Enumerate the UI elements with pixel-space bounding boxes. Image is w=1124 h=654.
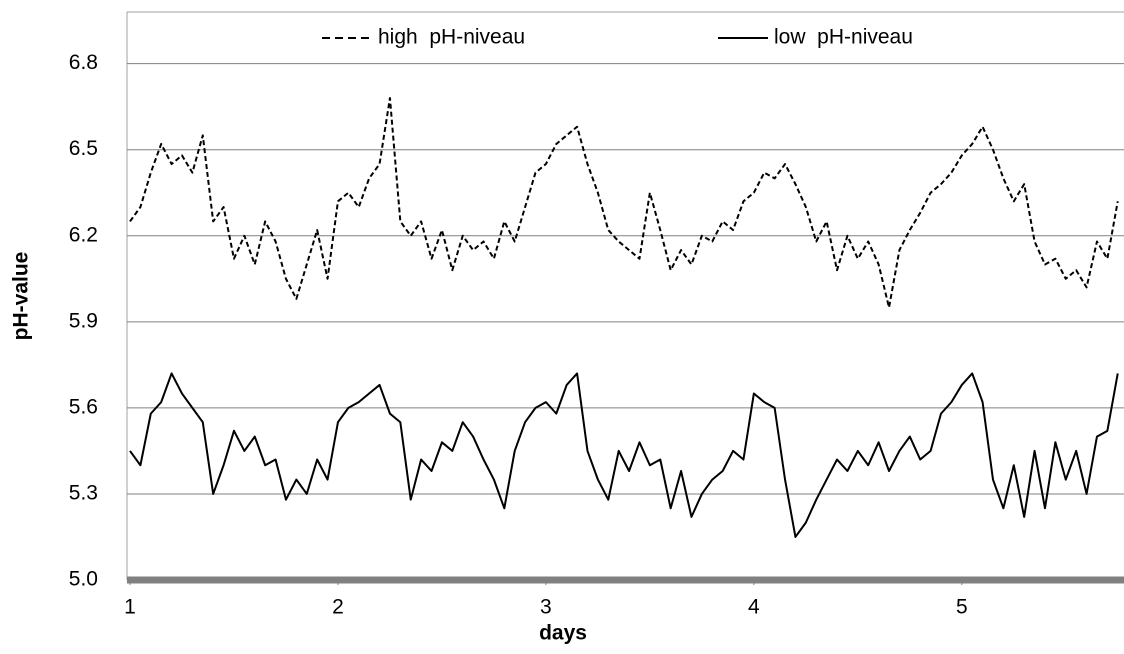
x-tick-label: 2 <box>332 596 344 619</box>
series-line <box>129 372 1119 538</box>
x-tick-label: 5 <box>956 596 968 619</box>
y-tick-label: 5.9 <box>69 309 98 332</box>
x-tick-label: 1 <box>124 596 136 619</box>
y-tick-label: 5.3 <box>69 481 98 504</box>
y-axis-label: pH-value <box>10 252 33 341</box>
legend-label: high pH-niveau <box>378 26 525 49</box>
legend-label: low pH-niveau <box>774 26 913 49</box>
y-tick-label: 5.6 <box>69 395 98 418</box>
y-tick-label: 6.5 <box>69 137 98 160</box>
series-line <box>129 97 1119 309</box>
x-tick-label: 3 <box>540 596 552 619</box>
x-tick-label: 4 <box>748 596 760 619</box>
y-tick-label: 6.8 <box>69 51 98 74</box>
y-tick-label: 5.0 <box>69 568 98 591</box>
y-tick-label: 6.2 <box>69 223 98 246</box>
x-axis-label: days <box>539 622 587 645</box>
